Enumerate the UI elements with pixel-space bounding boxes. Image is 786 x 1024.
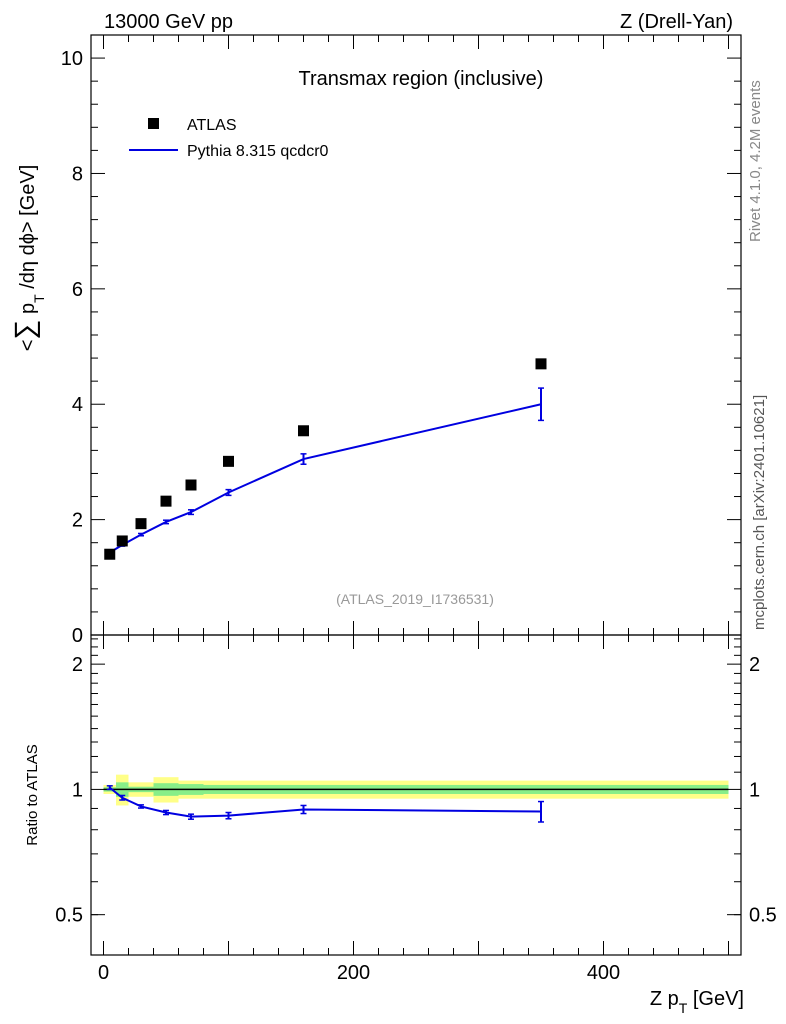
legend-atlas-marker: [148, 118, 159, 129]
ratio-y-tick-label-right: 0.5: [749, 905, 777, 927]
atlas-data-point: [535, 358, 547, 370]
ratio-y-tick-label: 1: [72, 779, 83, 801]
main-title: Transmax region (inclusive): [299, 68, 544, 90]
x-tick-label: 400: [587, 962, 620, 984]
ratio-y-tick-label: 2: [72, 654, 83, 676]
atlas-data-point: [104, 548, 116, 560]
ratio-bands: [103, 774, 729, 806]
ratio-ticks: 0.5 0.5 1 1 2 2 0 200 400: [55, 635, 777, 984]
atlas-data-point: [116, 535, 128, 547]
svg-text:Z pT [GeV]: Z pT [GeV]: [650, 988, 744, 1016]
atlas-data-point: [160, 495, 172, 507]
header-process-label: Z (Drell-Yan): [620, 11, 733, 33]
main-y-tick-label: 8: [72, 163, 83, 185]
ratio-data: [106, 785, 544, 823]
main-y-tick-label: 4: [72, 394, 83, 416]
atlas-data-point: [135, 518, 147, 530]
main-y-tick-label: 10: [61, 48, 83, 70]
ratio-frame: [90, 634, 742, 956]
main-data: [104, 358, 547, 560]
main-y-tick-label: 2: [72, 510, 83, 532]
legend-pythia-label: Pythia 8.315 qcdcr0: [187, 143, 329, 160]
mcplots-label: mcplots.cern.ch [arXiv:2401.10621]: [751, 395, 768, 630]
analysis-watermark: (ATLAS_2019_I1736531): [336, 591, 494, 607]
legend-atlas-label: ATLAS: [187, 117, 237, 134]
main-panel: 0 2 4 6 8 10 Transmax region (inclusive) (ATL…: [9, 34, 742, 647]
legend: ATLAS Pythia 8.315 qcdcr0: [129, 117, 329, 160]
ratio-y-tick-label: 0.5: [55, 905, 83, 927]
rivet-label: Rivet 4.1.0, 4.2M events: [747, 80, 764, 242]
x-tick-label: 200: [337, 962, 370, 984]
x-axis-title: Z pT [GeV]: [650, 988, 744, 1016]
ratio-pythia-line: [109, 786, 542, 818]
main-y-tick-label: 6: [72, 279, 83, 301]
header-energy-label: 13000 GeV pp: [104, 11, 233, 33]
atlas-data-point: [185, 479, 197, 491]
ratio-y-axis-title: Ratio to ATLAS: [24, 744, 41, 845]
x-tick-label: 0: [98, 962, 109, 984]
svg-text:<∑ pT /dη dϕ> [GeV]: <∑ pT /dη dϕ> [GeV]: [9, 165, 47, 352]
main-y-ticks: 0 2 4 6 8 10: [61, 34, 741, 647]
ratio-y-tick-label-right: 2: [749, 654, 760, 676]
atlas-data-point: [223, 455, 234, 467]
atlas-data-point: [298, 425, 309, 437]
pythia-line: [109, 403, 542, 554]
main-y-tick-label: 0: [72, 625, 83, 647]
main-y-axis-title: <∑ pT /dη dϕ> [GeV]: [9, 165, 47, 352]
ratio-panel: 0.5 0.5 1 1 2 2 0 200 400 Ratio to ATLAS Z pT [G…: [24, 634, 777, 1016]
ratio-y-tick-label-right: 1: [749, 779, 760, 801]
